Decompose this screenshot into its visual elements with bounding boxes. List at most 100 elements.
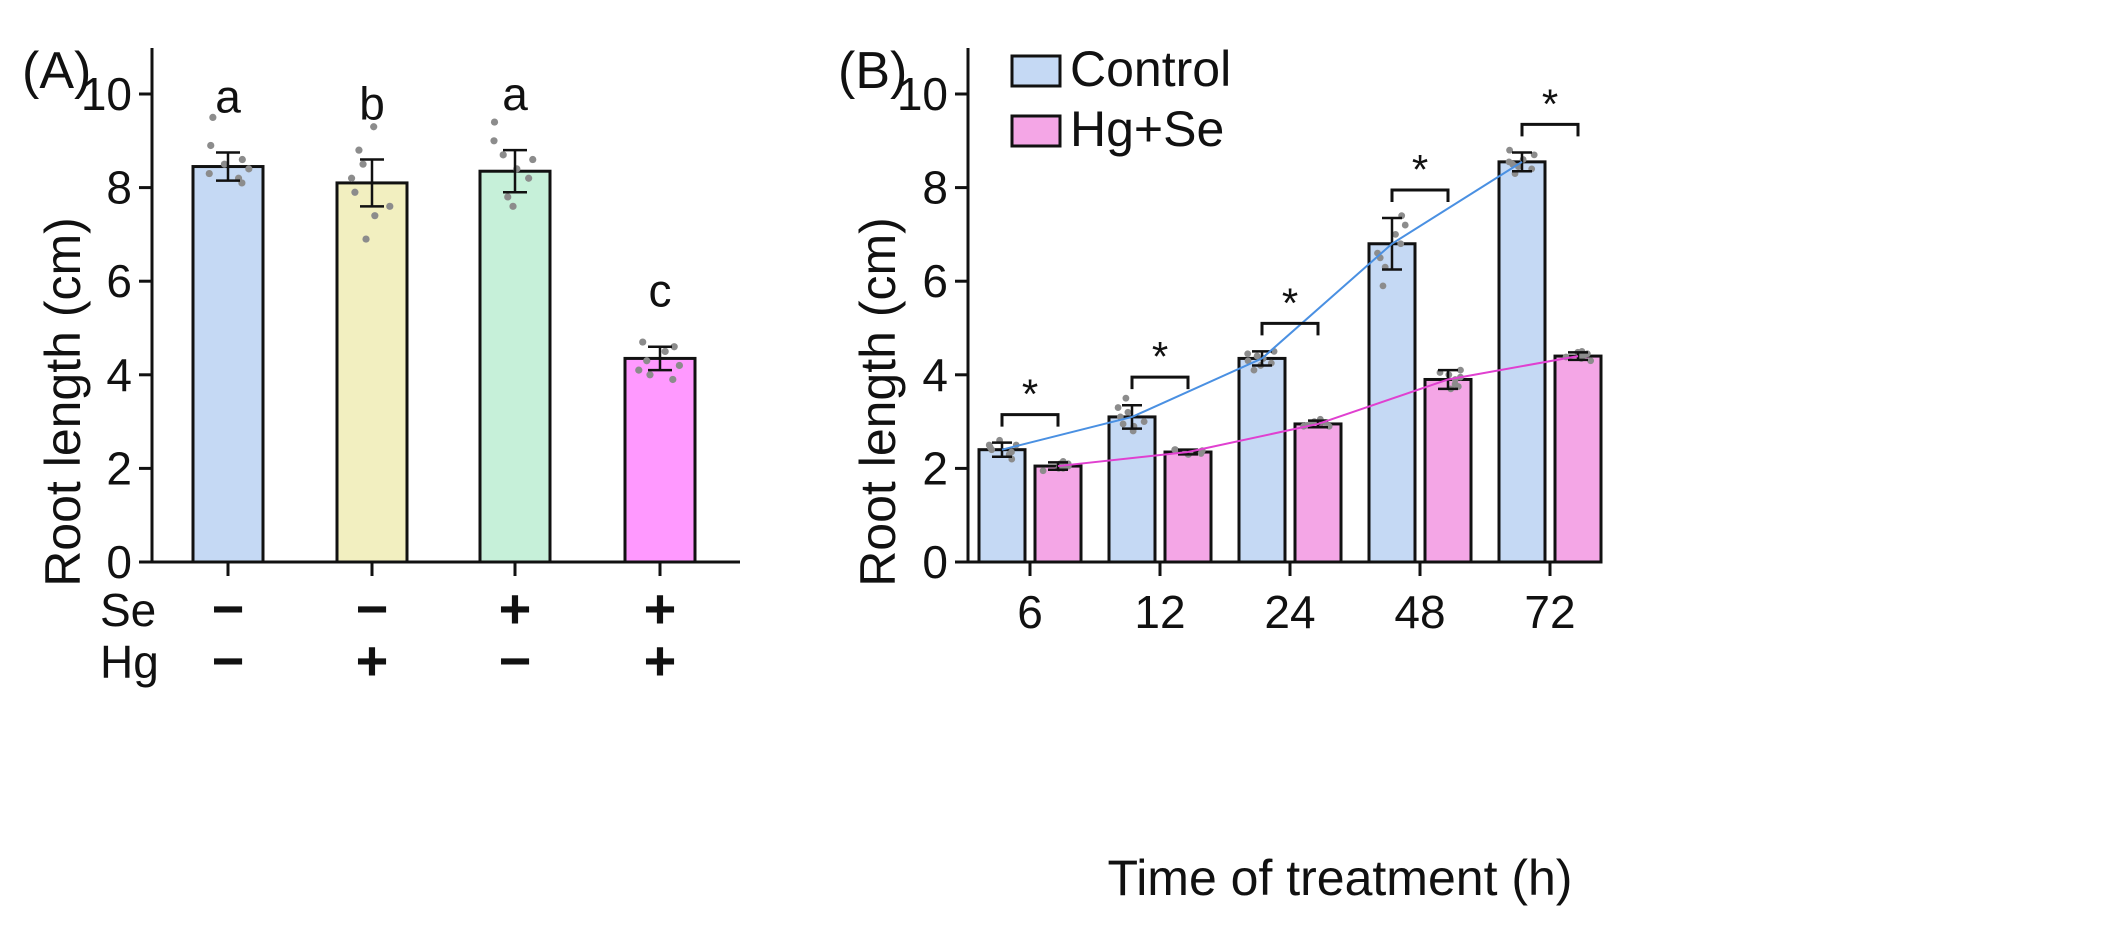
panel-a-y-axis-title: Root length (cm) (35, 217, 91, 587)
bar-group-12h (1163, 446, 1213, 564)
bar (1293, 422, 1343, 564)
data-point (639, 338, 647, 346)
panel-b-y-axis-title: Root length (cm) (850, 217, 906, 587)
condition-sign: + (356, 629, 389, 692)
data-point (1140, 418, 1148, 425)
data-point (670, 343, 678, 351)
data-point (1171, 446, 1179, 454)
legend-label: Control (1070, 41, 1231, 97)
bar-group-72h (1497, 146, 1547, 564)
data-point (386, 202, 394, 210)
data-point (1530, 151, 1538, 159)
significance-bracket: * (1000, 371, 1060, 427)
bar-group-24h (1293, 415, 1343, 564)
bar-group-6h (1033, 457, 1083, 564)
bracket-line (1260, 321, 1320, 336)
data-point (661, 347, 669, 355)
data-point (1397, 240, 1405, 248)
bar-group-48h (1423, 366, 1473, 564)
data-point (351, 188, 359, 196)
condition-sign: − (212, 577, 245, 640)
data-point (1008, 448, 1015, 456)
bar (335, 181, 409, 564)
significance-star: * (1542, 80, 1558, 127)
bracket-line (1130, 375, 1190, 390)
significance-star: * (1412, 146, 1428, 193)
y-tick-label: 0 (922, 536, 948, 588)
data-point (1244, 350, 1252, 358)
data-point (1119, 420, 1127, 428)
data-point (362, 235, 370, 243)
data-point (669, 375, 677, 384)
data-point (1122, 394, 1130, 402)
bar (1163, 450, 1213, 564)
bar (1497, 160, 1547, 564)
bracket-line (1390, 188, 1450, 202)
significance-letter: a (502, 68, 528, 120)
significance-star: * (1022, 371, 1038, 418)
x-tick-label: 12 (1134, 586, 1185, 638)
y-tick-label: 4 (922, 349, 948, 401)
data-point (1379, 282, 1387, 290)
condition-label-se: Se (100, 584, 156, 636)
data-point (1401, 221, 1409, 229)
data-point (209, 113, 217, 121)
trend-line-hg-se (1057, 355, 1579, 468)
data-point (355, 146, 363, 154)
bar (977, 448, 1027, 564)
data-point (1505, 158, 1513, 166)
bar (623, 356, 697, 564)
condition-sign: − (499, 629, 532, 692)
y-tick-label: 6 (922, 255, 948, 307)
data-point (205, 169, 213, 178)
bar-group-hg-se: c (623, 265, 697, 564)
data-point (499, 151, 507, 159)
data-point (238, 179, 246, 187)
bar (191, 165, 265, 564)
significance-star: * (1152, 333, 1168, 380)
significance-letter: b (359, 78, 385, 130)
bar-group-24h (1237, 348, 1287, 564)
panel-b-label: (B) (838, 42, 907, 100)
bar-group-se: a (478, 68, 552, 564)
significance-letter: c (649, 265, 672, 317)
legend-item-control: Control (1010, 41, 1231, 97)
x-tick-label: 72 (1524, 586, 1575, 638)
legend-item-hg-se: Hg+Se (1010, 101, 1224, 157)
bar-group-control: a (191, 71, 265, 564)
data-point (643, 357, 651, 365)
significance-bracket: * (1260, 279, 1320, 336)
bracket-line (1000, 413, 1060, 427)
data-point (1392, 231, 1399, 238)
data-point (1457, 366, 1464, 374)
bar-group-hg: b (335, 78, 409, 564)
data-point (347, 174, 356, 182)
data-point (370, 123, 378, 131)
legend-swatch (1010, 54, 1062, 88)
data-point (525, 174, 533, 182)
bar-group-48h (1367, 212, 1417, 564)
data-point (490, 118, 499, 126)
condition-sign: + (644, 629, 677, 692)
bar-group-12h (1107, 394, 1157, 564)
bar (1107, 415, 1157, 564)
bar (1367, 242, 1417, 564)
panel-a-label: (A) (22, 42, 91, 100)
data-point (1244, 357, 1252, 365)
bracket-line (1520, 122, 1580, 137)
condition-sign: + (644, 577, 677, 640)
data-point (529, 155, 537, 164)
significance-bracket: * (1390, 146, 1450, 202)
y-tick-label: 10 (81, 68, 132, 120)
y-tick-label: 4 (106, 349, 132, 401)
bar (1237, 356, 1287, 564)
data-point (635, 366, 643, 374)
condition-sign: + (499, 577, 532, 640)
panel-b: (B) Root length (cm) Time of treatment (… (838, 41, 1603, 906)
data-point (359, 160, 367, 168)
bar (1553, 354, 1603, 564)
data-point (504, 193, 512, 201)
condition-sign: − (356, 577, 389, 640)
